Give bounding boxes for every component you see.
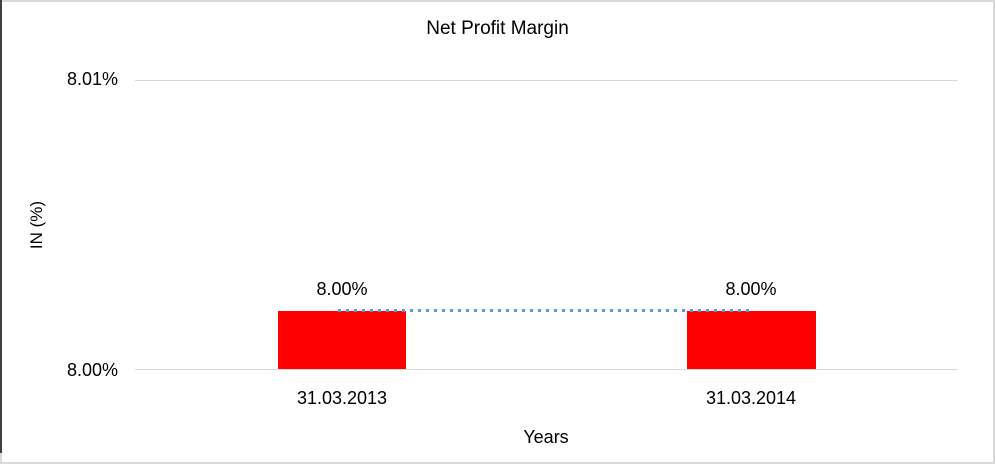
x-axis-tick-2013: 31.03.2013 (296, 388, 388, 408)
x-axis-tick-2014: 31.03.2014 (705, 388, 797, 408)
trendline-dotted (338, 309, 753, 312)
x-axis-line (135, 369, 958, 370)
chart-title: Net Profit Margin (426, 18, 569, 39)
y-axis-tick-lower: 8.00% (66, 360, 118, 380)
y-axis-tick-upper: 8.01% (66, 69, 118, 89)
data-label-2013: 8.00% (316, 279, 368, 299)
data-label-2014: 8.00% (725, 279, 777, 299)
x-axis-title: Years (523, 427, 569, 447)
bar-2014 (687, 311, 816, 369)
plot-area: 8.00% 8.00% (135, 80, 958, 370)
y-axis-title: IN (%) (27, 200, 46, 250)
left-table-border (0, 0, 2, 453)
gridline-8-01 (135, 80, 958, 81)
bar-2013 (278, 311, 406, 369)
